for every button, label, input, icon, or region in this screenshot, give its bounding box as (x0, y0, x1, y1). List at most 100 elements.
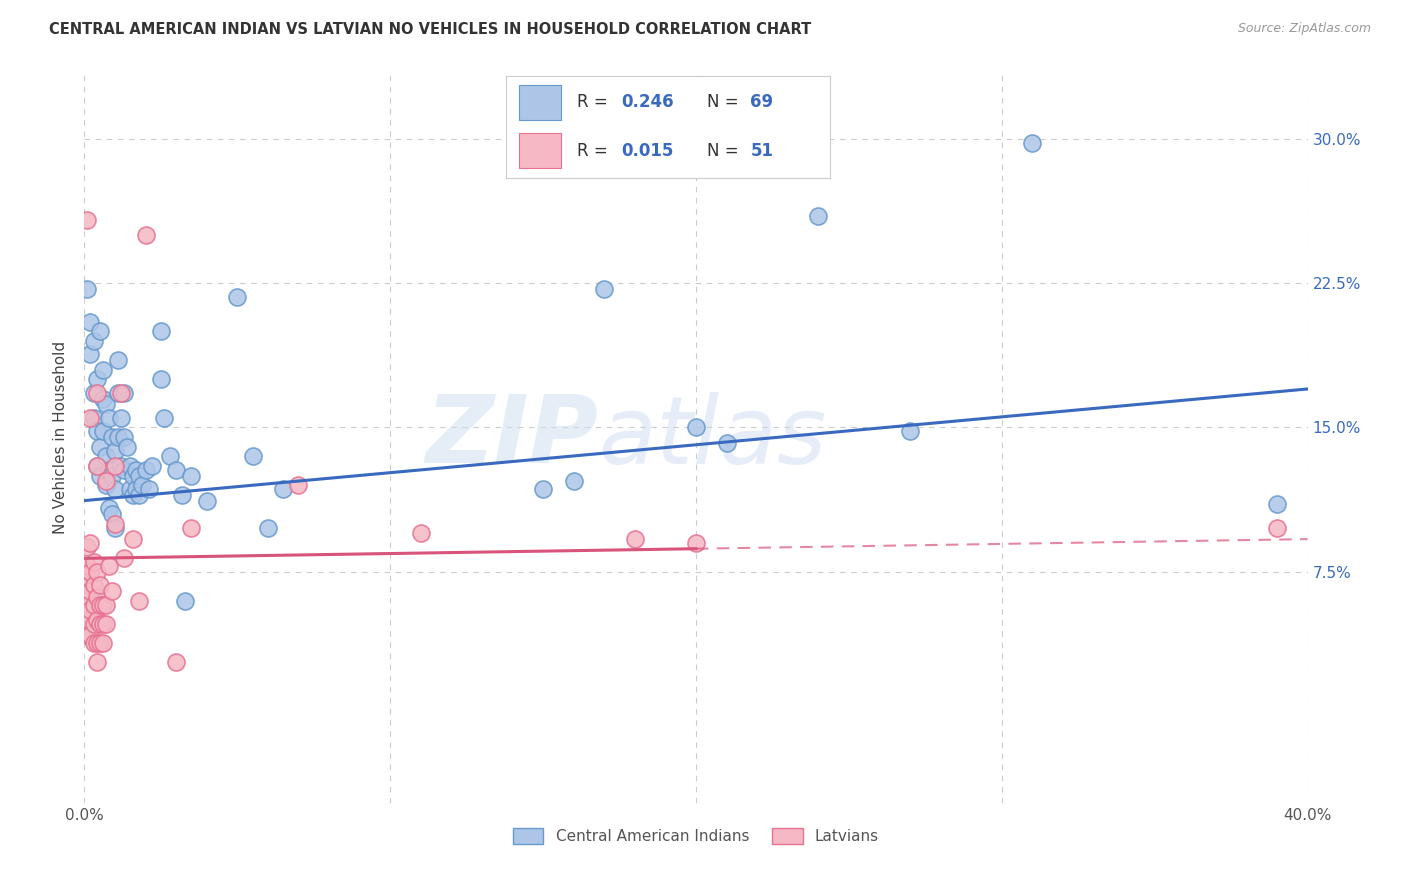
Point (104, 443, 127, 458)
Point (128, 593, 150, 607)
Point (110, 410, 132, 425)
Point (562, 475, 585, 489)
Text: CENTRAL AMERICAN INDIAN VS LATVIAN NO VEHICLES IN HOUSEHOLD CORRELATION CHART: CENTRAL AMERICAN INDIAN VS LATVIAN NO VE… (49, 22, 811, 37)
Point (174, 593, 197, 607)
Bar (519, 133, 561, 168)
Text: 0.246: 0.246 (621, 94, 673, 112)
Point (91, 636, 114, 650)
Point (83, 578, 105, 592)
Point (1265, 520, 1288, 534)
Point (115, 440, 138, 454)
Point (120, 458, 142, 473)
Point (135, 227, 157, 242)
Point (94, 450, 117, 464)
Text: N =: N = (707, 142, 744, 160)
Point (122, 468, 145, 483)
Point (531, 482, 554, 496)
Point (101, 468, 124, 483)
Point (271, 482, 294, 496)
Point (898, 425, 921, 439)
Point (76, 598, 98, 612)
Point (125, 463, 148, 477)
Point (91, 616, 114, 631)
Point (107, 430, 129, 444)
Point (112, 463, 135, 477)
Text: 69: 69 (751, 94, 773, 112)
Point (104, 458, 127, 473)
Point (1265, 498, 1288, 512)
Point (125, 482, 148, 496)
Point (83, 616, 105, 631)
Point (180, 468, 202, 483)
Point (83, 555, 105, 569)
Point (79, 536, 101, 550)
Point (138, 482, 160, 496)
Point (86, 636, 108, 650)
Point (135, 463, 157, 477)
Point (122, 532, 145, 546)
Point (180, 520, 202, 534)
Point (89, 468, 111, 483)
Text: N =: N = (707, 94, 744, 112)
Point (112, 551, 135, 566)
Point (97, 410, 120, 425)
Point (242, 450, 264, 464)
Point (91, 425, 114, 439)
Point (76, 540, 98, 554)
Point (593, 282, 616, 296)
Point (122, 488, 145, 502)
Point (91, 392, 114, 406)
Point (86, 565, 108, 579)
Point (104, 482, 127, 496)
Point (86, 458, 108, 473)
Text: R =: R = (578, 142, 613, 160)
Point (141, 458, 163, 473)
Point (79, 315, 101, 329)
Point (104, 520, 127, 534)
Point (101, 430, 124, 444)
Point (107, 353, 129, 368)
Point (89, 598, 111, 612)
Point (94, 616, 117, 631)
Point (79, 347, 101, 361)
Point (1021, 136, 1043, 150)
Point (101, 584, 124, 599)
Point (807, 209, 830, 223)
Point (89, 616, 111, 631)
Point (94, 475, 117, 489)
Point (91, 362, 114, 376)
Point (128, 468, 150, 483)
Point (86, 372, 108, 386)
Point (79, 603, 101, 617)
Bar (519, 85, 561, 120)
Point (91, 598, 114, 612)
Point (165, 655, 187, 669)
Point (257, 520, 280, 534)
Point (86, 613, 108, 627)
Text: R =: R = (578, 94, 613, 112)
Point (97, 559, 120, 574)
Point (685, 536, 707, 550)
Point (79, 565, 101, 579)
Point (76, 282, 98, 296)
Point (83, 410, 105, 425)
Point (76, 578, 98, 592)
Text: Source: ZipAtlas.com: Source: ZipAtlas.com (1237, 22, 1371, 36)
Point (83, 598, 105, 612)
Point (128, 488, 150, 502)
Point (86, 590, 108, 604)
Point (83, 636, 105, 650)
Point (79, 628, 101, 642)
Point (120, 482, 142, 496)
Point (79, 410, 101, 425)
Text: 0.015: 0.015 (621, 142, 673, 160)
Point (149, 324, 172, 338)
Point (86, 458, 108, 473)
Point (112, 385, 135, 400)
Point (112, 430, 135, 444)
Point (86, 425, 108, 439)
Point (131, 478, 153, 492)
Point (94, 397, 117, 411)
Point (76, 212, 98, 227)
Point (86, 385, 108, 400)
